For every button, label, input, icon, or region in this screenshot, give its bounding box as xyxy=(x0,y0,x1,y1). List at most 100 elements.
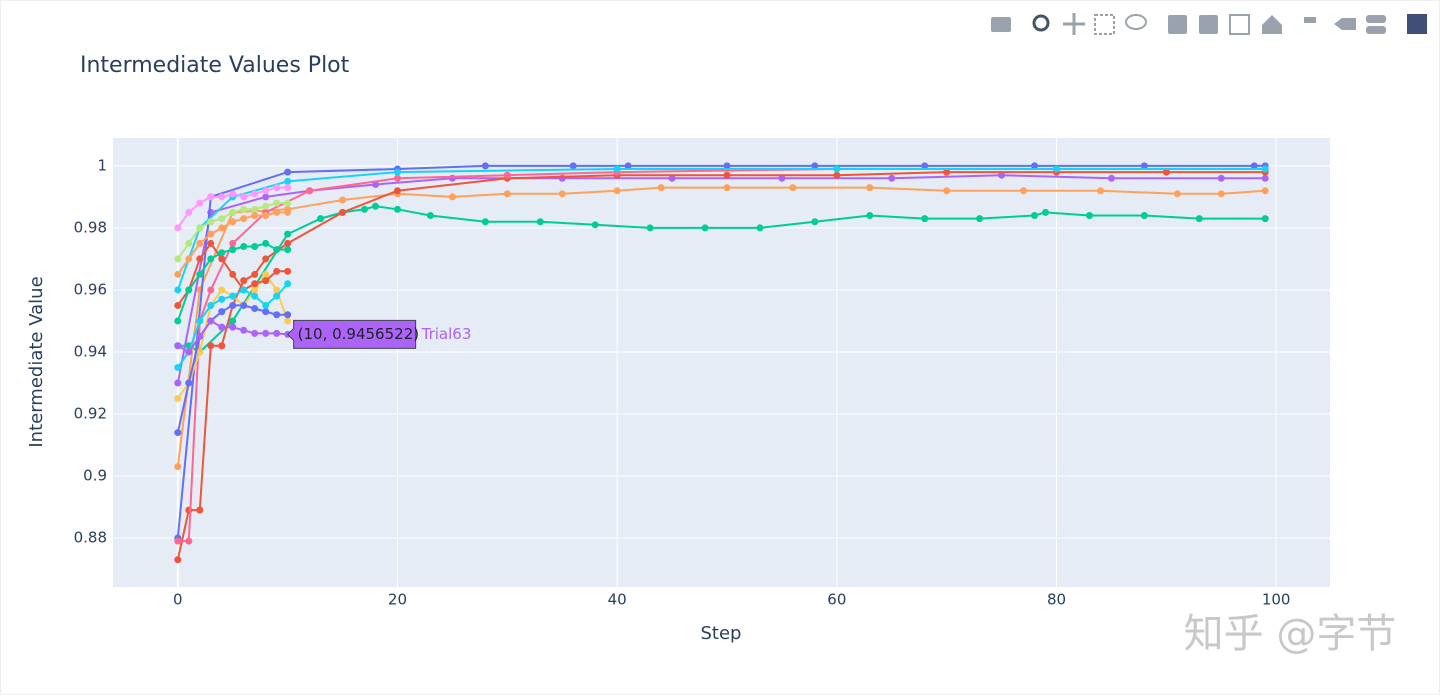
data-point xyxy=(251,190,259,198)
data-point xyxy=(503,190,511,198)
data-point xyxy=(284,311,292,319)
x-tick-label: 40 xyxy=(608,591,627,609)
data-point xyxy=(481,162,489,170)
data-point xyxy=(1162,168,1170,176)
data-point xyxy=(1107,174,1115,182)
data-point xyxy=(613,165,621,173)
data-point xyxy=(185,379,193,387)
data-point xyxy=(218,286,226,294)
data-point xyxy=(174,301,182,309)
data-point xyxy=(756,224,764,232)
pan-icon[interactable] xyxy=(1063,13,1085,35)
data-point xyxy=(1261,187,1269,195)
series-line xyxy=(176,164,1266,539)
data-point xyxy=(558,190,566,198)
data-point xyxy=(240,215,248,223)
zoom-in-icon[interactable] xyxy=(1168,15,1187,34)
data-point xyxy=(262,239,270,247)
data-point xyxy=(174,286,182,294)
data-point xyxy=(284,168,292,176)
data-point xyxy=(833,165,841,173)
data-point xyxy=(284,177,292,185)
data-point xyxy=(240,277,248,285)
watermark: 知乎 @字节 xyxy=(1184,611,1397,657)
toolbar xyxy=(991,13,1427,35)
data-point xyxy=(1031,212,1039,220)
data-point xyxy=(185,286,193,294)
data-point xyxy=(218,308,226,316)
data-point xyxy=(251,280,259,288)
select-icon[interactable] xyxy=(1094,14,1115,35)
data-point xyxy=(426,212,434,220)
data-point xyxy=(218,215,226,223)
data-point xyxy=(1096,187,1104,195)
data-point xyxy=(317,215,325,223)
data-point xyxy=(251,286,259,294)
data-point xyxy=(174,394,182,402)
data-point xyxy=(393,187,401,195)
data-point xyxy=(262,202,270,210)
zoom-icon[interactable] xyxy=(1032,14,1050,32)
x-axis-title: Step xyxy=(701,623,742,644)
data-point xyxy=(273,292,281,300)
data-point xyxy=(1250,162,1258,170)
data-point xyxy=(284,199,292,207)
autoscale-icon[interactable] xyxy=(1229,14,1250,35)
hover-text: (10, 0.9456522) xyxy=(298,325,419,343)
x-tick-label: 0 xyxy=(173,591,183,609)
data-point xyxy=(174,224,182,232)
x-tick-label: 60 xyxy=(827,591,846,609)
data-point xyxy=(921,215,929,223)
data-point xyxy=(943,168,951,176)
data-point xyxy=(284,184,292,192)
data-point xyxy=(1261,174,1269,182)
data-point xyxy=(229,208,237,216)
plotly-logo[interactable] xyxy=(1407,14,1427,34)
home-icon[interactable] xyxy=(1262,15,1282,34)
plot-area xyxy=(113,138,1330,587)
data-point xyxy=(229,270,237,278)
data-point xyxy=(284,208,292,216)
data-point xyxy=(448,193,456,201)
data-point xyxy=(229,292,237,300)
data-point xyxy=(1053,165,1061,173)
data-point xyxy=(921,162,929,170)
y-tick-label: 0.9 xyxy=(83,466,107,484)
y-tick-label: 0.94 xyxy=(74,342,107,360)
data-point xyxy=(339,208,347,216)
data-point xyxy=(262,270,270,278)
data-point xyxy=(866,184,874,192)
hover-compare-icon[interactable] xyxy=(1366,15,1386,23)
data-point xyxy=(723,162,731,170)
data-point xyxy=(196,239,204,247)
hover-closest-icon[interactable] xyxy=(1334,18,1356,30)
hover-compare-icon[interactable] xyxy=(1366,26,1386,34)
data-point xyxy=(1261,165,1269,173)
data-point xyxy=(196,332,204,340)
data-point xyxy=(1217,174,1225,182)
zoom-out-icon[interactable] xyxy=(1199,15,1218,34)
data-point xyxy=(1140,212,1148,220)
data-point xyxy=(1217,190,1225,198)
data-point xyxy=(262,187,270,195)
data-point xyxy=(218,295,226,303)
data-point xyxy=(207,230,215,238)
camera-icon[interactable] xyxy=(991,17,1011,32)
data-point xyxy=(481,218,489,226)
data-point xyxy=(207,255,215,263)
data-point xyxy=(701,224,709,232)
data-point xyxy=(229,246,237,254)
data-point xyxy=(273,208,281,216)
data-point xyxy=(262,308,270,316)
lasso-icon[interactable] xyxy=(1125,14,1147,30)
data-point xyxy=(262,329,270,337)
data-point xyxy=(284,230,292,238)
data-point xyxy=(174,270,182,278)
data-point xyxy=(284,267,292,275)
x-tick-label: 20 xyxy=(388,591,407,609)
data-point xyxy=(361,205,369,213)
data-point xyxy=(240,301,248,309)
data-point xyxy=(866,212,874,220)
data-point xyxy=(613,187,621,195)
spike-icon[interactable] xyxy=(1304,17,1316,23)
